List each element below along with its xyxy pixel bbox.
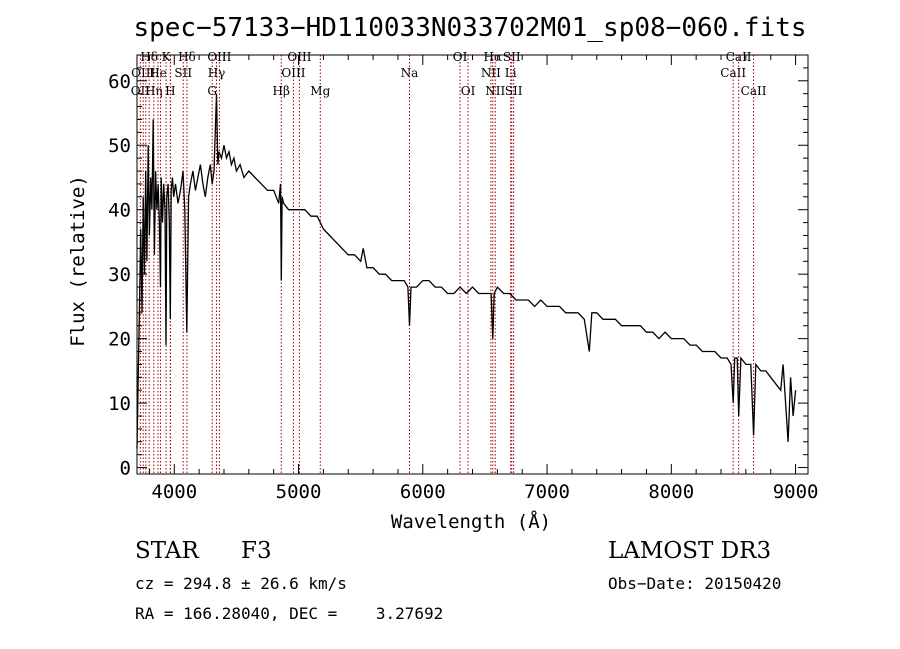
line-label: NII: [485, 84, 505, 98]
y-tick-label: 30: [108, 264, 131, 286]
sky-coordinates: RA = 166.28040, DEC = 3.27692: [135, 604, 444, 623]
spectrum-line: [136, 93, 797, 449]
chart-title: spec−57133−HD110033N033702M01_sp08−060.f…: [133, 13, 806, 43]
line-markers-group: OIIOIIIHδHηHeKHSIIHδGHγOIIIHβOIIIOIIIMgN…: [131, 50, 767, 474]
survey-name: LAMOST DR3: [608, 538, 772, 564]
line-label: OIII: [281, 66, 305, 80]
axis-ticks-group: 4000 5000 6000 7000 8000 9000 0 10 20 30 40 50 60: [108, 55, 818, 503]
line-label: SII: [174, 66, 192, 80]
object-subclass: F3: [241, 538, 272, 564]
line-label: Li: [505, 66, 517, 80]
x-tick-label: 7000: [524, 481, 570, 503]
line-label: G: [207, 84, 217, 98]
redshift-velocity: cz = 294.8 ± 26.6 km/s: [135, 574, 347, 593]
line-label: He: [149, 66, 167, 80]
x-tick-label: 5000: [276, 481, 322, 503]
observation-date: Obs−Date: 20150420: [608, 574, 782, 593]
line-label: Hγ: [208, 66, 226, 80]
line-label: OI: [461, 84, 476, 98]
line-label: Hα: [483, 50, 502, 64]
line-label: Na: [401, 66, 419, 80]
x-tick-label: 4000: [151, 481, 197, 503]
line-label: CaII: [741, 84, 767, 98]
line-label: Hη: [145, 84, 163, 98]
x-tick-label: 9000: [773, 481, 819, 503]
x-axis-label: Wavelength (Å): [391, 510, 551, 533]
object-class: STAR: [135, 538, 199, 564]
plot-frame: [136, 54, 809, 475]
line-label: OI: [453, 50, 468, 64]
line-label: CaII: [720, 66, 746, 80]
x-tick-label: 6000: [400, 481, 446, 503]
line-label: Hβ: [273, 84, 290, 98]
line-label: SII: [503, 50, 521, 64]
y-tick-label: 60: [108, 71, 131, 93]
x-tick-label: 8000: [648, 481, 694, 503]
y-tick-label: 0: [120, 458, 131, 480]
y-tick-label: 40: [108, 200, 131, 222]
line-label: CaII: [726, 50, 752, 64]
y-tick-label: 10: [108, 393, 131, 415]
line-label: Hδ: [178, 50, 196, 64]
line-label: OIII: [287, 50, 311, 64]
y-tick-label: 50: [108, 135, 131, 157]
line-label: SII: [505, 84, 523, 98]
y-tick-label: 20: [108, 329, 131, 351]
line-label: NII: [481, 66, 501, 80]
line-label: K: [162, 50, 172, 64]
line-label: Mg: [310, 84, 330, 98]
line-label: OIII: [207, 50, 231, 64]
y-axis-label: Flux (relative): [67, 175, 89, 347]
